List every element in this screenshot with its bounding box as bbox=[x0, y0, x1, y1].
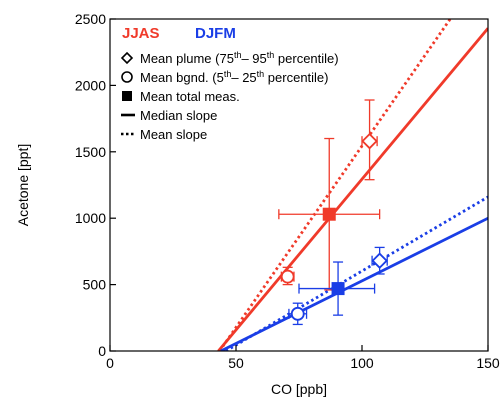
legend-label: Mean plume (75th– 95th percentile) bbox=[140, 50, 339, 66]
median-slope-line-jjas bbox=[217, 27, 488, 351]
x-tick-label: 0 bbox=[106, 355, 114, 371]
y-axis-label: Acetone [ppt] bbox=[15, 144, 31, 227]
mean-slope-line-djfm bbox=[225, 195, 488, 351]
legend-label: Mean slope bbox=[140, 127, 207, 142]
legend: JJAS DJFM Mean plume (75th– 95th percent… bbox=[120, 25, 339, 142]
legend-marker-diamond bbox=[120, 51, 134, 65]
y-tick-label: 1000 bbox=[75, 210, 106, 226]
mean-slope-line-jjas bbox=[218, 19, 452, 351]
plot-area bbox=[217, 19, 488, 351]
legend-marker-circle bbox=[121, 71, 133, 83]
point-jjas-plume bbox=[361, 132, 378, 150]
x-tick-label: 50 bbox=[228, 355, 244, 371]
y-tick-label: 2000 bbox=[75, 77, 106, 93]
legend-label: Mean total meas. bbox=[140, 89, 240, 104]
x-tick-label: 150 bbox=[476, 355, 500, 371]
point-djfm-background bbox=[290, 306, 305, 321]
y-tick-label: 0 bbox=[98, 343, 106, 359]
legend-label: Median slope bbox=[140, 108, 217, 123]
y-tick-label: 1500 bbox=[75, 144, 106, 160]
y-tick-label: 500 bbox=[83, 277, 107, 293]
point-jjas-background bbox=[280, 269, 295, 284]
point-djfm-plume bbox=[371, 252, 388, 269]
legend-title-jjas: JJAS bbox=[122, 25, 160, 42]
legend-title-djfm: DJFM bbox=[195, 25, 236, 42]
x-axis-label: CO [ppb] bbox=[271, 381, 327, 397]
plot-frame bbox=[109, 18, 489, 352]
point-djfm-total bbox=[331, 282, 345, 296]
y-tick-label: 2500 bbox=[75, 11, 106, 27]
point-jjas-total bbox=[322, 207, 336, 221]
legend-marker-square bbox=[122, 91, 132, 101]
x-tick-label: 100 bbox=[350, 355, 374, 371]
legend-label: Mean bgnd. (5th– 25th percentile) bbox=[140, 69, 329, 85]
